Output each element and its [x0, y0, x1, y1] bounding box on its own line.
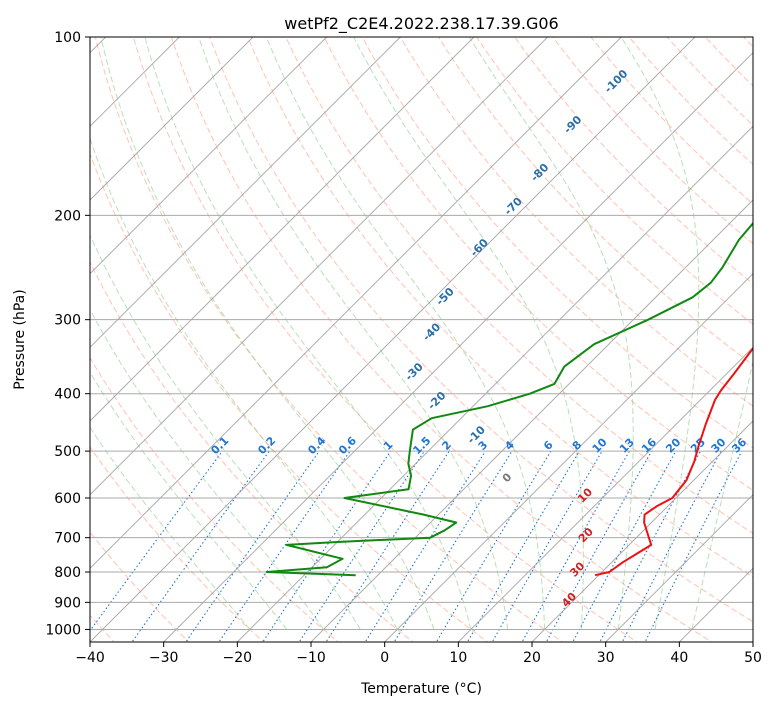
x-tick-label: 40 — [670, 650, 688, 666]
moist-adiabat — [468, 37, 634, 630]
x-tick-label: 30 — [597, 650, 615, 666]
y-tick-label: 200 — [54, 208, 81, 224]
x-axis: −40 −30 −20 −10 0 10 20 30 40 50 — [75, 642, 762, 666]
isotherm — [605, 493, 753, 642]
y-tick-label: 400 — [54, 387, 81, 403]
moist-adiabat — [90, 233, 361, 630]
mixing-ratio-lines — [90, 450, 743, 642]
moist-adiabat — [691, 358, 753, 630]
isotherm — [90, 37, 622, 570]
mixing-ratio-line — [393, 450, 513, 642]
y-tick-label: 700 — [54, 531, 81, 547]
y-tick-label: 1000 — [45, 622, 81, 638]
y-tick-label: 800 — [54, 565, 81, 581]
x-tick-label: 0 — [380, 650, 389, 666]
y-tick-label: 100 — [54, 30, 81, 46]
isotherm — [90, 37, 475, 422]
x-tick-label: 50 — [744, 650, 762, 666]
isotherm — [163, 51, 753, 642]
y-axis: 100 200 300 400 500 600 700 800 900 1000 — [45, 30, 90, 638]
isotherm — [90, 37, 549, 496]
dry-adiabat — [209, 37, 753, 623]
isotherms — [90, 37, 753, 642]
x-tick-label: −10 — [296, 650, 326, 666]
dry-adiabat — [170, 37, 713, 642]
isotherm — [90, 37, 254, 201]
moist-adiabat — [90, 426, 251, 630]
moist-adiabat — [90, 136, 398, 630]
mixing-ratio-line — [90, 450, 223, 632]
moist-adiabat — [90, 371, 288, 630]
mixing-ratio-line — [621, 450, 722, 642]
isotherm — [90, 37, 401, 349]
mixing-ratio-line — [572, 450, 677, 642]
dry-adiabat — [323, 37, 753, 491]
y-tick-label: 600 — [54, 491, 81, 507]
pressure-gridlines — [90, 37, 753, 630]
plot-frame — [89, 36, 754, 643]
mixing-ratio-line — [325, 450, 450, 642]
x-axis-label: Temperature (°C) — [360, 681, 482, 697]
x-tick-label: −40 — [75, 650, 105, 666]
mixing-ratio-line — [262, 450, 392, 642]
x-tick-label: 10 — [449, 650, 467, 666]
dry-adiabat — [90, 152, 489, 642]
mixing-ratio-line — [131, 450, 270, 642]
moist-adiabat — [100, 37, 435, 630]
mixing-ratio-line — [185, 450, 320, 642]
y-tick-label: 300 — [54, 313, 81, 329]
dry-adiabat — [247, 37, 753, 578]
x-tick-label: 20 — [523, 650, 541, 666]
moist-adiabat — [198, 37, 509, 630]
y-tick-label: 500 — [54, 444, 81, 460]
dry-adiabat — [361, 37, 753, 449]
temperature-profile — [594, 346, 753, 577]
isotherm — [531, 420, 753, 642]
x-tick-label: −30 — [149, 650, 179, 666]
mixing-ratio-line — [298, 450, 425, 642]
moist-adiabats — [90, 37, 753, 630]
moist-adiabat — [620, 37, 700, 630]
isotherm — [384, 272, 753, 642]
isotherm — [90, 37, 328, 275]
y-axis-label: Pressure (hPa) — [12, 289, 28, 389]
x-tick-label: −20 — [223, 650, 253, 666]
isotherm — [310, 199, 753, 642]
isotherm — [457, 346, 753, 642]
mixing-ratio-line — [466, 450, 580, 642]
mixing-ratio-line — [599, 450, 701, 642]
dewpoint-profile — [265, 221, 753, 577]
dry-adiabat — [514, 37, 753, 285]
moist-adiabat — [265, 37, 546, 630]
chart-title: wetPf2_C2E4.2022.238.17.39.G06 — [284, 14, 558, 34]
dry-adiabat — [476, 37, 753, 325]
profile-series — [265, 221, 753, 577]
dry-adiabat — [285, 37, 753, 535]
dry-adiabat — [399, 37, 753, 407]
y-tick-label: 900 — [54, 595, 81, 611]
isotherm — [90, 37, 696, 642]
moist-adiabat — [353, 37, 584, 630]
mixing-ratio-line — [218, 450, 351, 642]
